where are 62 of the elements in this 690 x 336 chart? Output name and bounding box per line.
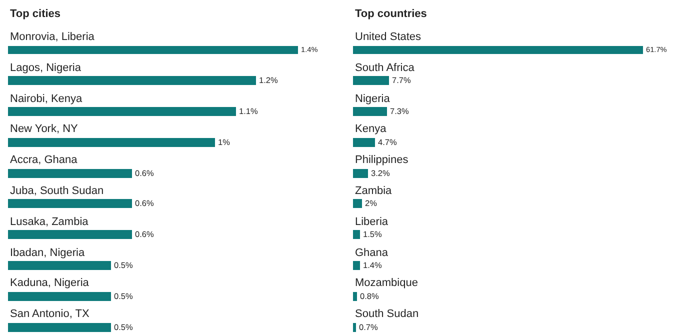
y-tick-label: Juba, South Sudan bbox=[10, 185, 104, 197]
data-label: 1.4% bbox=[363, 260, 382, 270]
data-label: 4.7% bbox=[378, 138, 398, 147]
y-tick-label: United States bbox=[355, 31, 422, 43]
chart-title: Top countries bbox=[355, 8, 427, 20]
data-label: 1.4% bbox=[301, 45, 318, 54]
data-label: 0.5% bbox=[114, 322, 134, 332]
bar bbox=[8, 199, 132, 208]
bar bbox=[353, 138, 375, 147]
y-tick-label: Kenya bbox=[355, 123, 388, 135]
bar bbox=[8, 76, 256, 85]
bar bbox=[8, 292, 111, 301]
bar bbox=[353, 230, 360, 239]
data-label: 61.7% bbox=[646, 45, 668, 54]
y-tick-label: Monrovia, Liberia bbox=[10, 31, 96, 43]
data-label: 0.7% bbox=[359, 322, 378, 332]
bar bbox=[8, 230, 132, 239]
y-tick-label: South Sudan bbox=[355, 308, 419, 320]
data-label: 0.8% bbox=[360, 292, 380, 301]
y-tick-label: Philippines bbox=[355, 154, 409, 166]
data-label: 2% bbox=[364, 198, 378, 208]
bar bbox=[8, 323, 111, 332]
data-label: 7.3% bbox=[390, 106, 410, 116]
y-tick-label: Zambia bbox=[355, 185, 393, 197]
data-label: 0.6% bbox=[135, 230, 154, 239]
y-tick-label: Lusaka, Zambia bbox=[10, 216, 90, 228]
bar bbox=[353, 323, 356, 332]
data-label: 3.2% bbox=[371, 168, 390, 178]
data-label: 1.1% bbox=[239, 106, 258, 116]
data-label: 1% bbox=[218, 138, 231, 147]
bar bbox=[353, 169, 368, 178]
y-tick-label: Mozambique bbox=[355, 277, 418, 289]
y-tick-label: San Antonio, TX bbox=[10, 308, 90, 320]
data-label: 1.5% bbox=[363, 230, 382, 239]
data-label: 0.5% bbox=[114, 260, 134, 270]
data-label: 0.6% bbox=[135, 168, 154, 178]
bar bbox=[8, 261, 111, 270]
bar bbox=[8, 107, 236, 116]
bar bbox=[353, 76, 389, 85]
bar bbox=[8, 138, 215, 147]
bar bbox=[8, 46, 298, 54]
y-tick-label: New York, NY bbox=[10, 123, 79, 135]
bar bbox=[353, 199, 362, 208]
y-tick-label: Ghana bbox=[355, 247, 389, 259]
y-tick-label: Ibadan, Nigeria bbox=[10, 247, 86, 259]
bar bbox=[353, 261, 360, 270]
data-label: 7.7% bbox=[392, 76, 412, 85]
y-tick-label: Nigeria bbox=[355, 93, 391, 105]
data-label: 0.6% bbox=[135, 198, 154, 208]
y-tick-label: Lagos, Nigeria bbox=[10, 62, 82, 74]
bar bbox=[353, 46, 643, 54]
data-label: 1.2% bbox=[259, 76, 278, 85]
y-tick-label: Kaduna, Nigeria bbox=[10, 277, 90, 289]
bar bbox=[8, 169, 132, 178]
data-label: 0.5% bbox=[114, 292, 134, 301]
y-tick-label: Nairobi, Kenya bbox=[10, 93, 84, 105]
y-tick-label: South Africa bbox=[355, 62, 416, 74]
y-tick-label: Liberia bbox=[355, 216, 389, 228]
bar bbox=[353, 107, 387, 116]
chart-title: Top cities bbox=[10, 8, 61, 20]
bar bbox=[353, 292, 357, 301]
y-tick-label: Accra, Ghana bbox=[10, 154, 78, 166]
